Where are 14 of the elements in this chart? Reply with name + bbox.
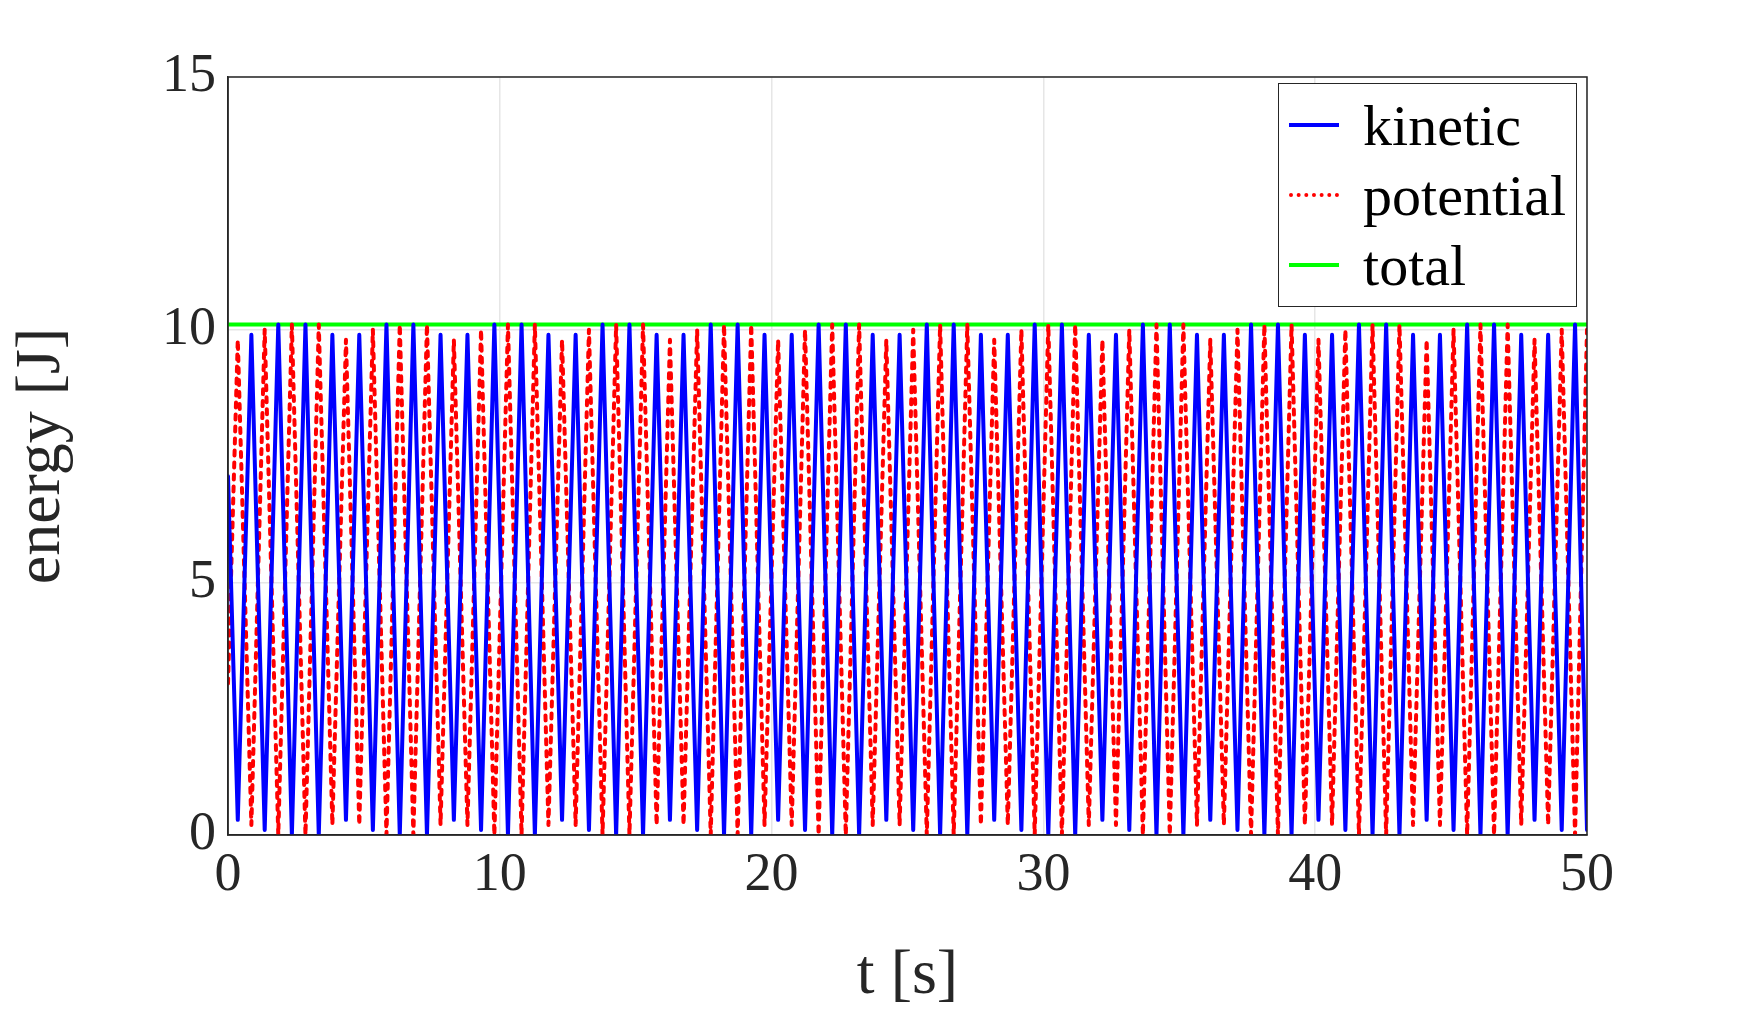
y-tick-label: 10 [162, 295, 216, 356]
legend-label: potential [1363, 161, 1566, 229]
y-tick-label: 0 [189, 801, 216, 862]
x-axis-title: t [s] [856, 936, 959, 1008]
y-tick-label: 15 [162, 43, 216, 104]
x-tick-label: 30 [1016, 841, 1071, 902]
x-tick-label: 20 [744, 841, 799, 902]
y-tick-label: 5 [189, 548, 216, 609]
x-tick-label: 10 [472, 841, 527, 902]
x-tick-label: 40 [1288, 841, 1343, 902]
x-tick-label: 50 [1560, 841, 1614, 902]
legend-label: total [1363, 231, 1467, 299]
legend-label: kinetic [1363, 91, 1521, 159]
y-axis-title: energy [J] [2, 327, 74, 585]
